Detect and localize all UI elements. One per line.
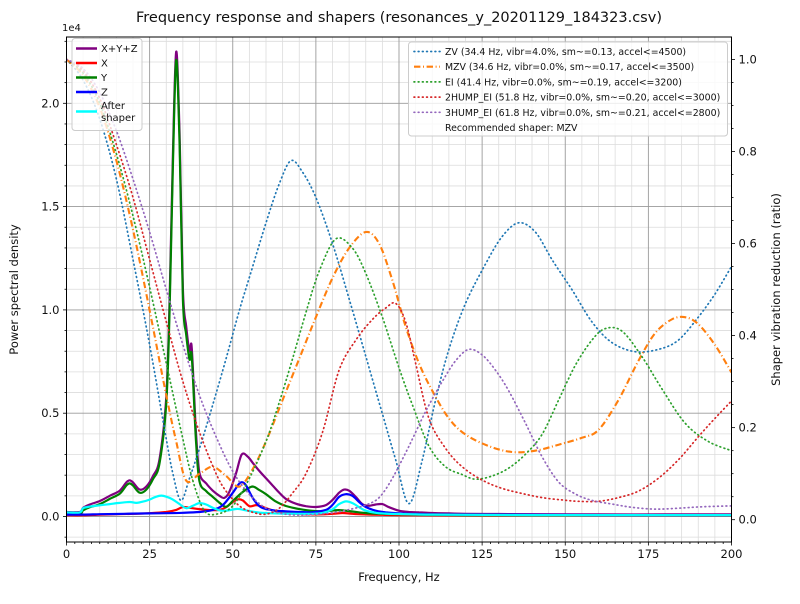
legend-shaper-label: ZV (34.4 Hz, vibr=4.0%, sm~=0.13, accel<…: [445, 47, 686, 58]
y-left-axis-label: Power spectral density: [7, 224, 21, 355]
legend-psd-label: Z: [101, 88, 108, 99]
legend-shaper-label: 2HUMP_EI (51.8 Hz, vibr=0.0%, sm~=0.20, …: [445, 93, 720, 104]
legend-psd-label: shaper: [101, 113, 136, 124]
x-tick-label: 200: [721, 547, 743, 561]
series-line-x-y-z: [66, 50, 732, 516]
data-series: [66, 50, 732, 517]
x-tick-label: 0: [63, 547, 70, 561]
y-left-tick-label: 2.0: [41, 96, 59, 110]
series-line-zv: [66, 58, 732, 505]
y-right-axis-label: Shaper vibration reduction (ratio): [769, 193, 783, 386]
x-tick-label: 50: [225, 547, 240, 561]
y-left-tick-label: 1.5: [41, 200, 59, 214]
y-left-tick-label: 1.0: [41, 303, 59, 317]
y-left-tick-label: 0.5: [41, 406, 59, 420]
x-tick-label: 125: [471, 547, 493, 561]
legend-recommended-note: Recommended shaper: MZV: [445, 123, 578, 134]
y-right-tick-label: 0.2: [739, 421, 757, 435]
y-right-tick-label: 1.0: [739, 52, 757, 66]
legend-shaper-label: MZV (34.6 Hz, vibr=0.0%, sm~=0.17, accel…: [445, 62, 694, 73]
legend-shapers-box: [408, 41, 728, 137]
x-tick-label: 100: [388, 547, 410, 561]
y-right-tick-label: 0.0: [739, 513, 757, 527]
legend-shapers: ZV (34.4 Hz, vibr=4.0%, sm~=0.13, accel<…: [408, 41, 728, 137]
series-line-after-shaper: [66, 494, 732, 517]
x-axis-label: Frequency, Hz: [358, 570, 439, 584]
axis-tick-labels: 0 25 50 75 100 125 150 175 200 0.0 0.5 1.0 1.5 2.0 0.0…: [41, 52, 757, 561]
x-tick-label: 175: [637, 547, 659, 561]
series-line-3hump-ei: [66, 58, 732, 516]
y-left-offset-label: 1e4: [62, 23, 81, 34]
legend-shaper-label: EI (41.4 Hz, vibr=0.0%, sm~=0.19, accel<…: [445, 77, 682, 88]
y-left-tick-label: 0.0: [41, 510, 59, 524]
y-right-tick-label: 0.4: [739, 329, 757, 343]
x-tick-label: 150: [554, 547, 576, 561]
y-right-tick-label: 0.8: [739, 144, 757, 158]
y-right-tick-label: 0.6: [739, 237, 757, 251]
legend-psd-label: X: [101, 59, 108, 70]
x-tick-label: 75: [309, 547, 324, 561]
legend-psd-label: Y: [100, 73, 108, 84]
series-line-y: [66, 58, 732, 517]
axis-ticks: [63, 40, 735, 546]
x-tick-label: 25: [142, 547, 157, 561]
legend-psd-label: X+Y+Z: [101, 44, 138, 55]
legend-shaper-label: 3HUMP_EI (61.8 Hz, vibr=0.0%, sm~=0.21, …: [445, 108, 720, 119]
series-line-ei: [66, 58, 732, 516]
legend-psd-label: After: [101, 101, 126, 112]
chart-title: Frequency response and shapers (resonanc…: [136, 10, 662, 26]
series-line-mzv: [66, 58, 732, 488]
legend-psd-box: [71, 38, 143, 131]
series-line-2hump-ei: [66, 58, 732, 516]
